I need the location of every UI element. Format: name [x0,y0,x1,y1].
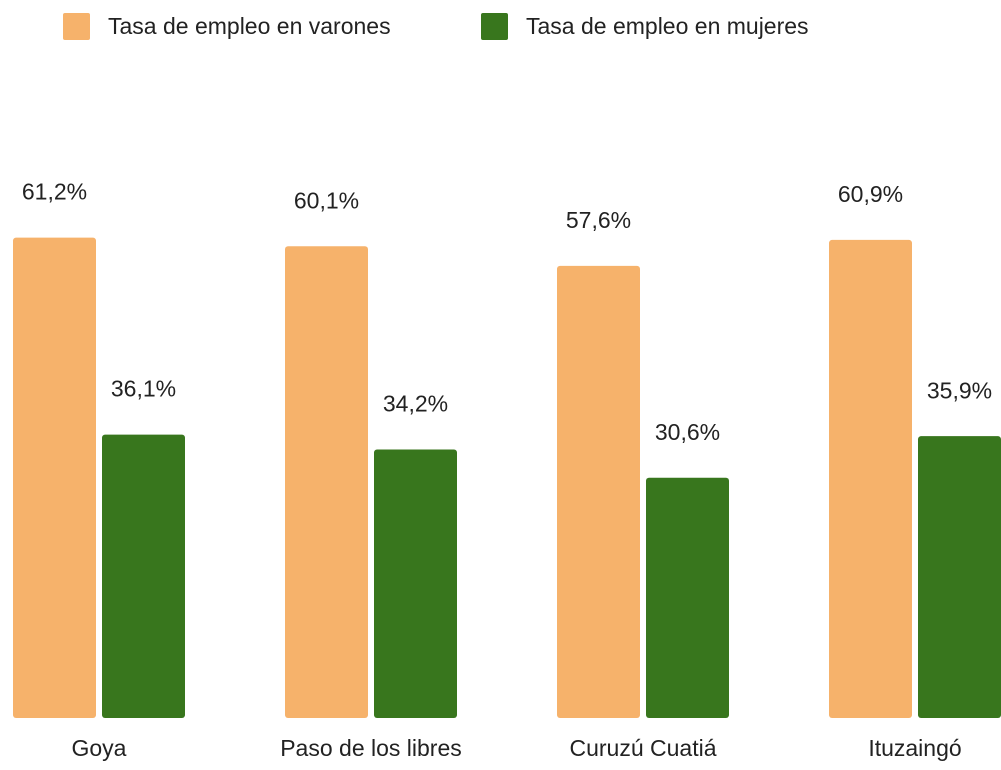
bar [102,434,185,718]
data-label: 35,9% [927,377,992,403]
bar [374,449,457,718]
bar [918,436,1001,718]
bar [557,265,640,718]
bar [285,246,368,718]
legend-swatch [63,13,90,40]
bar [829,239,912,718]
legend-label: Tasa de empleo en mujeres [526,13,809,39]
data-label: 60,9% [838,181,903,207]
bar [646,477,729,718]
data-label: 30,6% [655,419,720,445]
x-tick-label: Paso de los libres [280,735,462,761]
legend-swatch [481,13,508,40]
data-label: 60,1% [294,187,359,213]
data-label: 34,2% [383,391,448,417]
x-tick-label: Goya [72,735,127,761]
x-tick-label: Curuzú Cuatiá [569,735,716,761]
bar [13,237,96,718]
data-label: 36,1% [111,376,176,402]
data-label: 57,6% [566,207,631,233]
x-tick-label: Ituzaingó [868,735,961,761]
data-label: 61,2% [22,179,87,205]
legend-label: Tasa de empleo en varones [108,13,391,39]
